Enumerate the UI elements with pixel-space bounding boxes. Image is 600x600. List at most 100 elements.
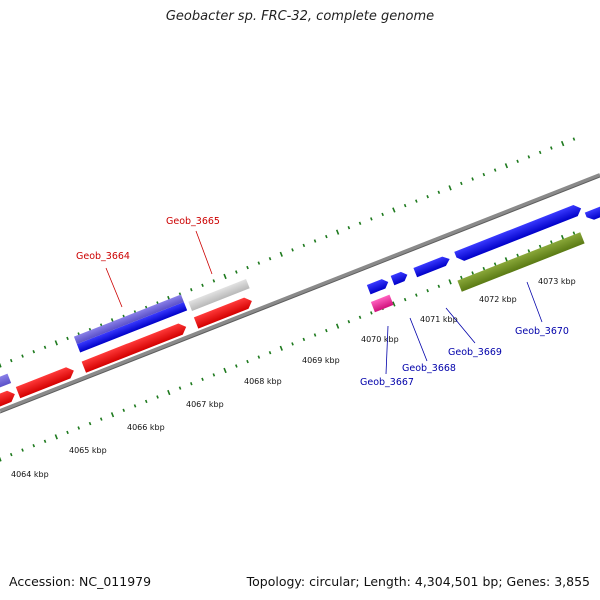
scale-tick: [291, 342, 294, 346]
gene-arrow[interactable]: [0, 389, 17, 417]
scale-tick: [560, 140, 565, 147]
scale-tick: [257, 261, 261, 265]
scale-tick: [426, 289, 429, 293]
scale-tick: [223, 273, 227, 280]
gene-arrow-geob-3670[interactable]: [457, 232, 585, 292]
scale-tick: [381, 212, 384, 217]
scale-tick: [527, 249, 531, 253]
scale-tick: [0, 362, 2, 368]
gene-arrow[interactable]: [413, 254, 451, 278]
scale-tick: [426, 195, 429, 199]
gene-label-geob-3664[interactable]: Geob_3664: [76, 251, 130, 262]
gene-label-geob-3670[interactable]: Geob_3670: [515, 326, 569, 337]
scale-label: 4068 kbp: [244, 377, 282, 386]
scale-tick: [212, 279, 216, 283]
scale-tick: [291, 248, 294, 252]
gene-label-geob-3667[interactable]: Geob_3667: [360, 377, 414, 388]
scale-tick: [268, 257, 272, 261]
gene-arrow[interactable]: [390, 270, 410, 286]
scale-tick: [21, 354, 24, 358]
scale-tick: [471, 271, 474, 275]
scale-tick: [572, 137, 576, 141]
gene-arrow-geob-3667[interactable]: [370, 294, 394, 313]
scale-tick: [235, 270, 238, 274]
scale-tick: [201, 283, 204, 287]
scale-labels: 4064 kbp 4065 kbp 4066 kbp 4067 kbp 4068 kbp…: [11, 277, 576, 479]
scale-tick: [9, 452, 13, 457]
scale-tick: [370, 311, 373, 315]
scale-tick: [43, 345, 47, 349]
scale-tick: [156, 395, 159, 399]
scale-label: 4066 kbp: [127, 423, 165, 432]
scale-tick: [122, 408, 126, 412]
scale-label: 4073 kbp: [538, 277, 576, 286]
scale-tick: [201, 377, 204, 381]
scale-tick: [325, 234, 328, 239]
gene-arrow-geob-3664[interactable]: [193, 295, 254, 329]
scale-tick: [538, 244, 542, 249]
scale-tick: [133, 404, 137, 408]
scale-tick: [572, 231, 576, 235]
diagram-title: Geobacter sp. FRC-32, complete genome: [165, 9, 435, 24]
scale-tick: [54, 434, 58, 440]
scale-tick: [335, 229, 340, 235]
scale-tick: [448, 185, 452, 191]
scale-tick: [190, 382, 193, 386]
scale-tick: [257, 355, 261, 359]
gene-arrow[interactable]: [81, 321, 189, 373]
scale-tick: [403, 203, 407, 208]
scale-tick: [313, 239, 317, 243]
gene-labels: Geob_3664 Geob_3665 Geob_3667 Geob_3668 …: [76, 216, 569, 388]
scale-tick: [32, 444, 36, 448]
scale-tick: [448, 279, 452, 285]
gene-arrow[interactable]: [0, 373, 12, 394]
gene-arrow[interactable]: [73, 294, 188, 353]
scale-tick: [403, 297, 407, 302]
gene-arrow[interactable]: [584, 203, 600, 222]
gene-label-connectors: [105, 230, 543, 375]
scale-tick: [460, 181, 463, 186]
scale-label: 4069 kbp: [302, 356, 340, 365]
scale-tick: [493, 262, 497, 266]
scale-tick: [516, 253, 519, 257]
scale-tick: [246, 265, 249, 270]
scale-tick: [504, 163, 509, 169]
scale-label: 4070 kbp: [361, 335, 399, 344]
scale-tick: [43, 439, 47, 443]
scale-tick: [66, 430, 69, 435]
gene-arrow[interactable]: [454, 203, 583, 263]
scale-tick: [358, 221, 362, 225]
scale-tick: [279, 251, 283, 257]
scale-tick: [77, 426, 81, 430]
scale-tick: [144, 399, 148, 404]
scale-tick: [268, 351, 272, 355]
scale-tick: [370, 217, 373, 221]
gene-arrow[interactable]: [366, 277, 390, 295]
gene-label-geob-3669[interactable]: Geob_3669: [448, 347, 502, 358]
gene-arrow-geob-3665[interactable]: [188, 278, 250, 312]
scale-tick: [392, 301, 396, 307]
scale-label: 4064 kbp: [11, 470, 49, 479]
genome-backbone: [0, 173, 600, 414]
gene-label-geob-3665[interactable]: Geob_3665: [166, 216, 220, 227]
scale-tick: [246, 359, 249, 364]
scale-tick: [313, 333, 317, 337]
gene-arrow[interactable]: [15, 365, 76, 399]
genome-summary-text: Topology: circular; Length: 4,304,501 bp…: [246, 574, 590, 589]
scale-tick: [178, 386, 182, 390]
scale-tick: [54, 340, 58, 346]
scale-tick: [325, 328, 328, 333]
accession-text: Accession: NC_011979: [9, 574, 152, 589]
scale-tick: [21, 448, 24, 452]
scale-tick: [335, 323, 340, 329]
scale-tick: [302, 243, 306, 248]
gene-features: [0, 203, 600, 417]
scale-tick: [190, 288, 193, 292]
scale-tick: [471, 177, 474, 181]
gene-label-geob-3668[interactable]: Geob_3668: [402, 363, 456, 374]
scale-tick: [235, 364, 238, 368]
scale-tick: [110, 412, 115, 418]
scale-tick: [66, 336, 69, 341]
scale-tick: [482, 266, 486, 271]
